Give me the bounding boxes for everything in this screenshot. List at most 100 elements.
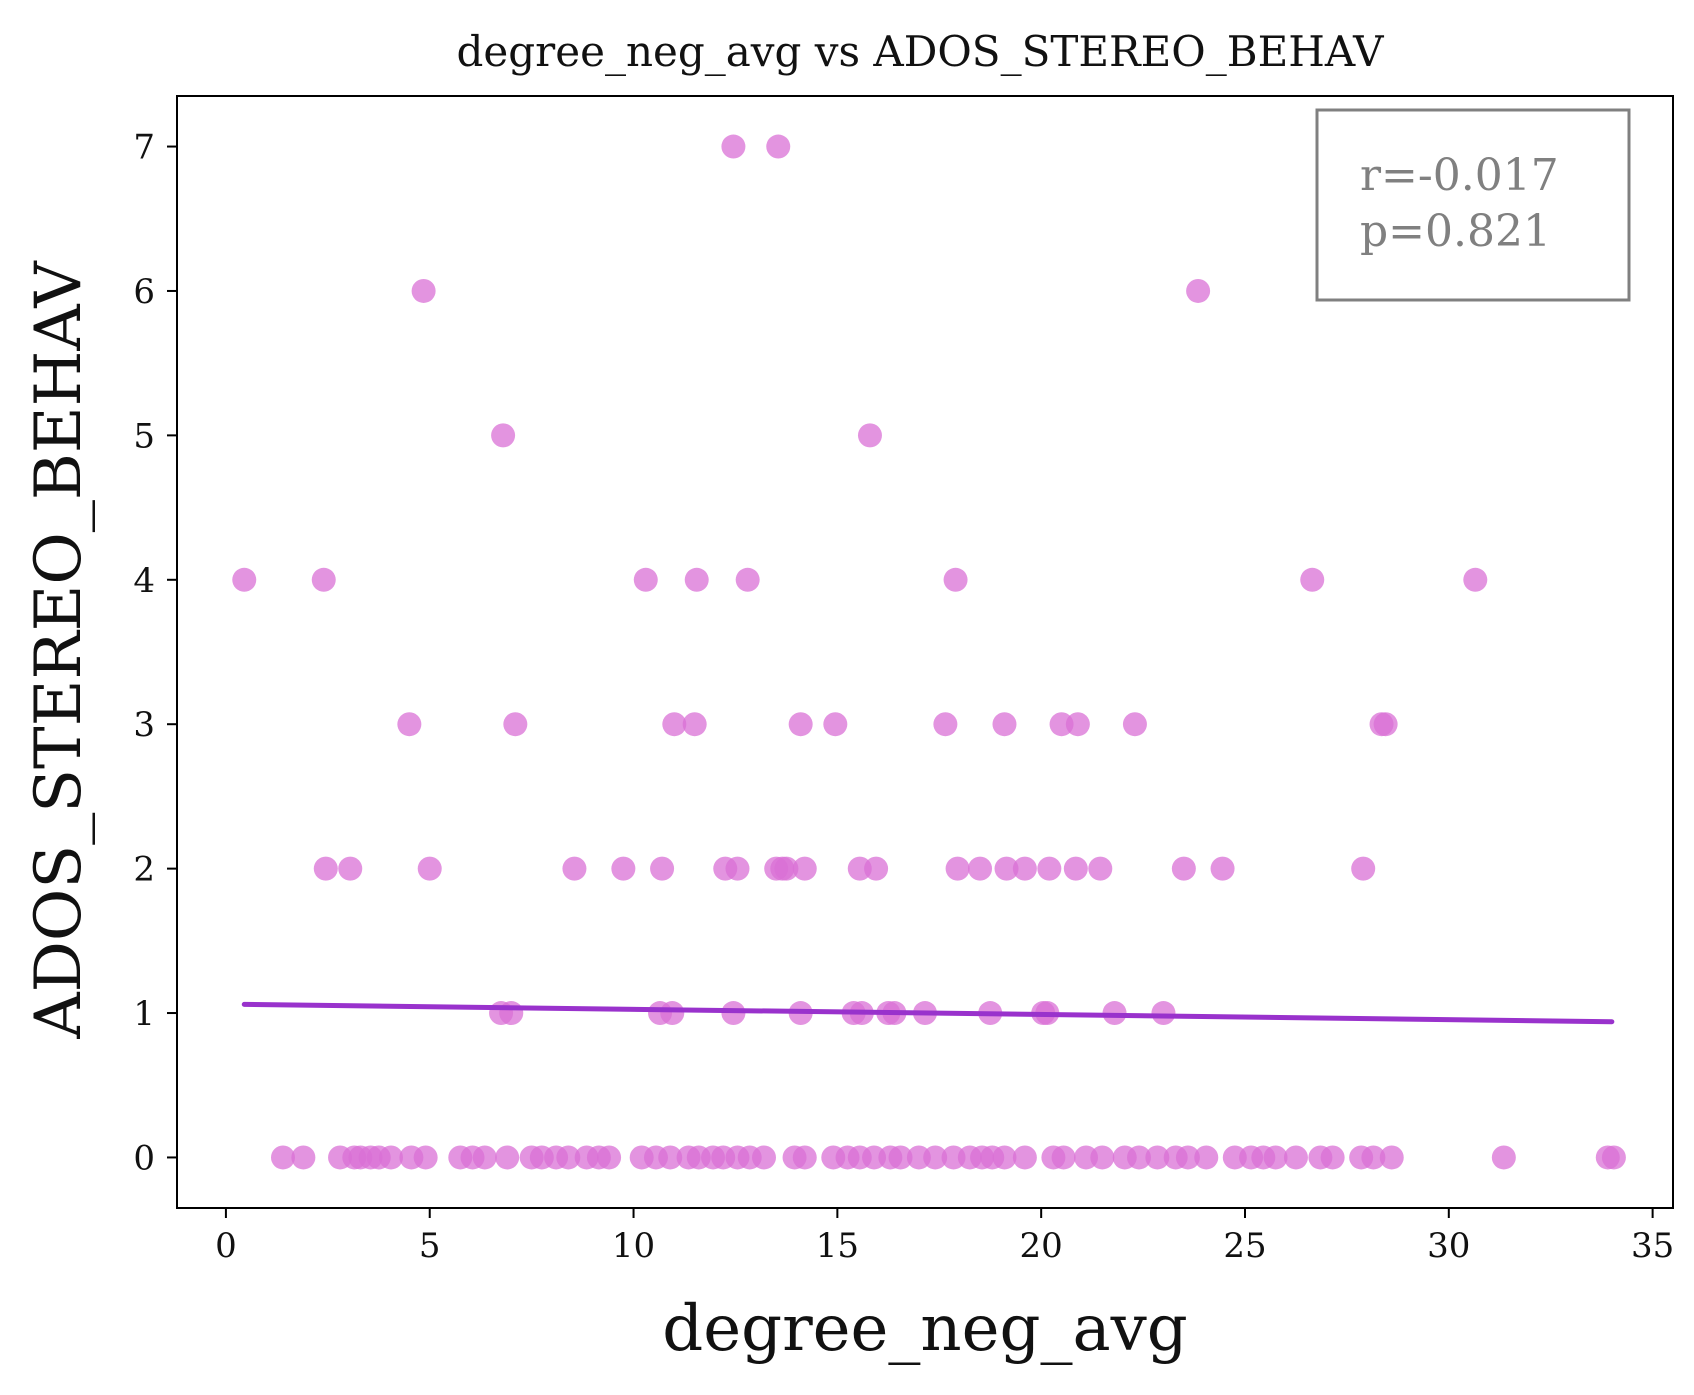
y-tick-label: 4 — [133, 561, 155, 601]
data-point — [597, 1145, 622, 1170]
x-tick-label: 0 — [215, 1226, 237, 1266]
data-point — [503, 712, 528, 737]
data-point — [662, 712, 687, 737]
plot-area-frame — [176, 95, 1674, 1209]
data-point — [1090, 1145, 1115, 1170]
data-point — [611, 856, 636, 881]
data-point — [411, 278, 436, 303]
y-tick-label: 7 — [133, 128, 155, 168]
y-tick-label: 6 — [133, 272, 155, 312]
data-point — [1351, 856, 1376, 881]
x-tick-label: 35 — [1631, 1226, 1674, 1266]
x-tick-label: 20 — [1020, 1226, 1063, 1266]
data-point — [823, 712, 848, 737]
data-point — [1194, 1145, 1219, 1170]
data-point — [994, 856, 1019, 881]
data-point — [1145, 1145, 1170, 1170]
r-value-text: r=-0.017 — [1360, 150, 1559, 201]
data-point — [1171, 856, 1196, 881]
data-point — [1051, 1145, 1076, 1170]
data-point — [311, 567, 336, 592]
data-point — [992, 712, 1017, 737]
data-point — [472, 1145, 497, 1170]
chart-title: degree_neg_avg vs ADOS_STEREO_BEHAV — [457, 27, 1385, 76]
data-point — [945, 856, 970, 881]
y-axis-ticks: 0 1 2 3 4 5 6 7 — [133, 128, 177, 1178]
data-point — [721, 134, 746, 159]
data-point — [413, 1145, 438, 1170]
data-point — [933, 712, 958, 737]
data-point — [1491, 1145, 1516, 1170]
data-point — [1151, 1001, 1176, 1026]
data-point — [633, 567, 658, 592]
data-point — [650, 856, 675, 881]
data-point — [291, 1145, 316, 1170]
data-point — [417, 856, 442, 881]
data-point — [658, 1145, 683, 1170]
data-point — [1186, 278, 1211, 303]
data-point — [1601, 1145, 1626, 1170]
data-point — [1283, 1145, 1308, 1170]
x-axis-label: degree_neg_avg — [662, 1292, 1188, 1366]
data-point — [1012, 1145, 1037, 1170]
p-value-text: p=0.821 — [1360, 206, 1551, 257]
y-tick-label: 0 — [133, 1138, 155, 1178]
data-point — [864, 856, 889, 881]
y-tick-label: 5 — [133, 416, 155, 456]
x-tick-label: 5 — [419, 1226, 441, 1266]
data-point — [1263, 1145, 1288, 1170]
data-point — [968, 856, 993, 881]
data-point — [313, 856, 338, 881]
data-point — [495, 1145, 520, 1170]
data-point — [1379, 1145, 1404, 1170]
data-point — [788, 712, 813, 737]
data-point — [1175, 1145, 1200, 1170]
data-point — [232, 567, 257, 592]
data-point — [1210, 856, 1235, 881]
stats-annotation-box — [1315, 108, 1631, 302]
regression-line — [241, 1001, 1615, 1025]
data-point — [397, 712, 422, 737]
data-point — [992, 1145, 1017, 1170]
data-point — [1063, 856, 1088, 881]
x-tick-label: 15 — [816, 1226, 859, 1266]
data-point — [888, 1145, 913, 1170]
data-point — [1320, 1145, 1345, 1170]
data-point — [792, 1145, 817, 1170]
data-point — [1065, 712, 1090, 737]
data-point — [1127, 1145, 1152, 1170]
data-point — [751, 1145, 776, 1170]
data-point — [270, 1145, 295, 1170]
data-point — [1300, 567, 1325, 592]
y-tick-label: 2 — [133, 850, 155, 890]
data-point — [682, 712, 707, 737]
x-tick-label: 10 — [612, 1226, 655, 1266]
data-point — [725, 856, 750, 881]
y-tick-label: 1 — [133, 994, 155, 1034]
data-point — [1012, 856, 1037, 881]
data-point — [338, 856, 363, 881]
stats-annotation: r=-0.017 p=0.821 — [1315, 108, 1631, 302]
data-point — [1361, 1145, 1386, 1170]
data-point — [857, 423, 882, 448]
data-point — [562, 856, 587, 881]
data-point — [1373, 712, 1398, 737]
y-tick-label: 3 — [133, 705, 155, 745]
data-point — [1463, 567, 1488, 592]
x-tick-label: 25 — [1223, 1226, 1266, 1266]
data-point — [684, 567, 709, 592]
data-point — [923, 1145, 948, 1170]
data-point — [491, 423, 516, 448]
data-point — [792, 856, 817, 881]
data-point — [499, 1001, 524, 1026]
data-point — [556, 1145, 581, 1170]
data-point — [660, 1001, 685, 1026]
data-point — [1037, 856, 1062, 881]
data-point — [1122, 712, 1147, 737]
y-axis-label: ADOS_STEREO_BEHAV — [22, 260, 96, 1040]
x-tick-label: 30 — [1427, 1226, 1470, 1266]
data-point — [943, 567, 968, 592]
data-point — [774, 856, 799, 881]
data-point — [379, 1145, 404, 1170]
data-point — [1088, 856, 1113, 881]
